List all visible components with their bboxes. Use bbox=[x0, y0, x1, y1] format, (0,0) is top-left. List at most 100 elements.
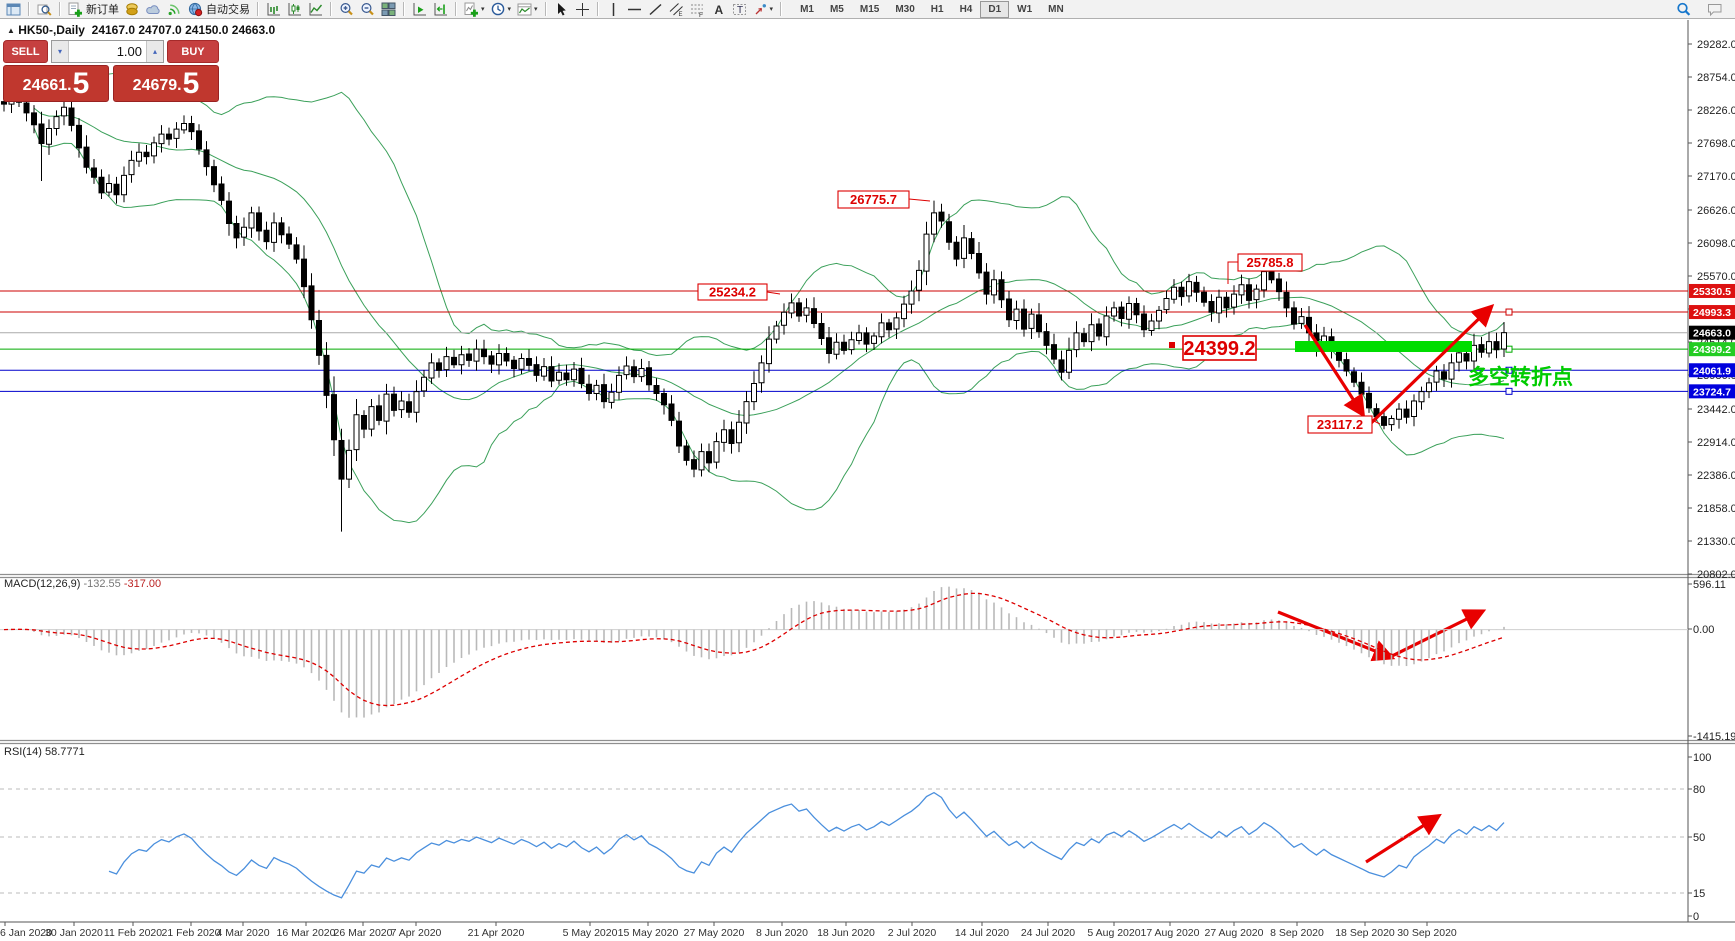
svg-text:596.11: 596.11 bbox=[1693, 579, 1726, 591]
line-chart-mode-icon[interactable] bbox=[305, 1, 326, 18]
line-handle[interactable] bbox=[1505, 308, 1513, 316]
rsi-value: 58.7771 bbox=[44, 746, 85, 758]
main-trend-arrow[interactable] bbox=[1303, 324, 1366, 418]
candles-layer bbox=[1, 87, 1507, 532]
svg-text:30 Sep 2020: 30 Sep 2020 bbox=[1397, 927, 1457, 939]
svg-text:24399.2: 24399.2 bbox=[1693, 344, 1731, 356]
timeframe-m15-button[interactable]: M15 bbox=[859, 3, 880, 15]
macd-trend-arrow[interactable] bbox=[1389, 609, 1487, 659]
svg-text:25785.8: 25785.8 bbox=[1247, 255, 1294, 270]
svg-text:15 May 2020: 15 May 2020 bbox=[618, 927, 679, 939]
macd-signal-line bbox=[3, 592, 1505, 707]
svg-text:24399.2: 24399.2 bbox=[1183, 338, 1255, 360]
svg-text:24993.3: 24993.3 bbox=[1693, 307, 1731, 319]
volume-input[interactable] bbox=[69, 41, 146, 62]
timeframe-w1-button[interactable]: W1 bbox=[1017, 3, 1033, 15]
price-label-box[interactable] bbox=[837, 190, 910, 209]
trendline-tool-icon[interactable] bbox=[645, 1, 666, 18]
dropdown-caret-icon[interactable]: ▾ bbox=[507, 6, 512, 13]
svg-text:8 Jun 2020: 8 Jun 2020 bbox=[756, 927, 808, 939]
bar-chart-mode-icon[interactable] bbox=[263, 1, 284, 18]
macd-trend-arrow[interactable] bbox=[1277, 610, 1396, 662]
svg-text:22914.0: 22914.0 bbox=[1697, 437, 1735, 449]
timeframe-mn-button[interactable]: MN bbox=[1048, 3, 1064, 15]
buy-price-button[interactable]: 24679. 5 bbox=[113, 65, 219, 102]
text-label-tool-icon[interactable]: T bbox=[729, 1, 750, 18]
timeframe-m5-button[interactable]: M5 bbox=[829, 3, 844, 15]
price-axis: 29282.0 28754.0 28226.0 27698.0 27170.0 26626… bbox=[1688, 39, 1735, 923]
cursor-tool-icon[interactable] bbox=[551, 1, 572, 18]
line-handle[interactable] bbox=[1505, 387, 1513, 395]
svg-text:23442.0: 23442.0 bbox=[1697, 404, 1735, 416]
vertical-line-tool-icon[interactable] bbox=[603, 1, 624, 18]
dropdown-caret-icon[interactable]: ▾ bbox=[769, 6, 774, 13]
dropdown-caret-icon[interactable]: ▾ bbox=[534, 6, 538, 13]
svg-text:23117.2: 23117.2 bbox=[1317, 417, 1363, 432]
toolbar-separator bbox=[257, 2, 259, 16]
data-window-icon[interactable] bbox=[34, 1, 55, 18]
toolbar-separator bbox=[596, 2, 599, 16]
cloud-icon[interactable] bbox=[143, 1, 164, 18]
terminal-panel-icon[interactable] bbox=[3, 1, 24, 18]
timeframe-d1-button[interactable]: D1 bbox=[980, 0, 1010, 18]
ohlc-values: 24167.0 24707.0 24150.0 24663.0 bbox=[91, 23, 276, 37]
timeframe-m1-button[interactable]: M1 bbox=[800, 3, 814, 15]
chart-shift-icon[interactable] bbox=[430, 1, 451, 18]
periods-button[interactable]: ▾ bbox=[488, 1, 515, 18]
auto-scroll-icon[interactable] bbox=[409, 1, 430, 18]
zoom-out-icon[interactable] bbox=[357, 1, 378, 18]
timeframe-h1-button[interactable]: H1 bbox=[930, 3, 944, 15]
templates-button[interactable]: ▾ bbox=[514, 1, 541, 18]
timeframe-h4-button[interactable]: H4 bbox=[959, 3, 973, 15]
volume-decrease-button[interactable]: ▾ bbox=[52, 41, 69, 62]
line-handle[interactable] bbox=[1505, 366, 1513, 374]
signals-icon[interactable] bbox=[164, 1, 185, 18]
crosshair-tool-icon[interactable] bbox=[572, 1, 593, 18]
price-label-box[interactable] bbox=[1182, 335, 1257, 361]
zoom-in-icon[interactable] bbox=[336, 1, 357, 18]
volume-increase-button[interactable]: ▴ bbox=[146, 41, 163, 62]
fibonacci-tool-icon[interactable]: F bbox=[687, 1, 708, 18]
svg-text:5 Aug 2020: 5 Aug 2020 bbox=[1087, 927, 1140, 939]
horizontal-line-tool-icon[interactable] bbox=[624, 1, 645, 18]
arrows-tool-icon[interactable]: ▾ bbox=[750, 1, 777, 18]
svg-text:26626.0: 26626.0 bbox=[1697, 205, 1735, 217]
price-label-box[interactable] bbox=[1237, 253, 1303, 272]
svg-text:21 Feb 2020: 21 Feb 2020 bbox=[162, 927, 221, 939]
sell-button[interactable]: SELL bbox=[3, 40, 48, 63]
equidistant-channel-tool-icon[interactable]: E bbox=[666, 1, 687, 18]
history-center-icon[interactable] bbox=[122, 1, 143, 18]
chat-icon[interactable] bbox=[1704, 1, 1726, 18]
macd-histogram bbox=[10, 586, 1505, 718]
new-order-button[interactable]: 新订单 bbox=[65, 1, 122, 18]
toolbar-separator bbox=[28, 2, 30, 16]
svg-text:11 Feb 2020: 11 Feb 2020 bbox=[104, 927, 162, 939]
dropdown-caret-icon[interactable]: ▾ bbox=[481, 6, 485, 13]
timeframe-m30-button[interactable]: M30 bbox=[895, 3, 915, 15]
buy-button[interactable]: BUY bbox=[167, 40, 219, 63]
svg-text:16 Mar 2020: 16 Mar 2020 bbox=[277, 927, 336, 939]
expert-triangle-icon: ▲ bbox=[7, 26, 15, 35]
timeframe-switcher: M1 M5 M15 M30 H1 H4 D1 W1 MN bbox=[792, 0, 1072, 18]
text-tool-icon[interactable]: A bbox=[708, 1, 729, 18]
tile-windows-icon[interactable] bbox=[378, 1, 399, 18]
price-label-box[interactable] bbox=[1307, 415, 1373, 434]
main-trend-arrow[interactable] bbox=[1365, 303, 1495, 429]
turning-point-callout[interactable]: 多空转折点 bbox=[1468, 365, 1573, 389]
symbol-period-label: HK50-,Daily bbox=[18, 23, 85, 37]
chevron-up-icon: ▴ bbox=[152, 47, 157, 56]
candlestick-mode-icon[interactable] bbox=[284, 1, 305, 18]
svg-text:25234.2: 25234.2 bbox=[709, 285, 756, 300]
search-icon[interactable] bbox=[1673, 1, 1694, 18]
auto-trading-button[interactable]: 自动交易 bbox=[185, 1, 253, 18]
support-zone-highlight[interactable] bbox=[1295, 341, 1472, 352]
rsi-trend-arrow[interactable] bbox=[1365, 813, 1442, 864]
sell-price-button[interactable]: 24661. 5 bbox=[3, 65, 109, 102]
indicators-list-button[interactable]: ▾ bbox=[461, 1, 488, 18]
price-label-box[interactable] bbox=[697, 283, 768, 301]
svg-text:26775.7: 26775.7 bbox=[850, 192, 897, 207]
svg-text:-1415.19: -1415.19 bbox=[1693, 731, 1735, 743]
volume-stepper[interactable]: ▾ ▴ bbox=[51, 40, 164, 63]
svg-text:26098.0: 26098.0 bbox=[1697, 238, 1735, 250]
